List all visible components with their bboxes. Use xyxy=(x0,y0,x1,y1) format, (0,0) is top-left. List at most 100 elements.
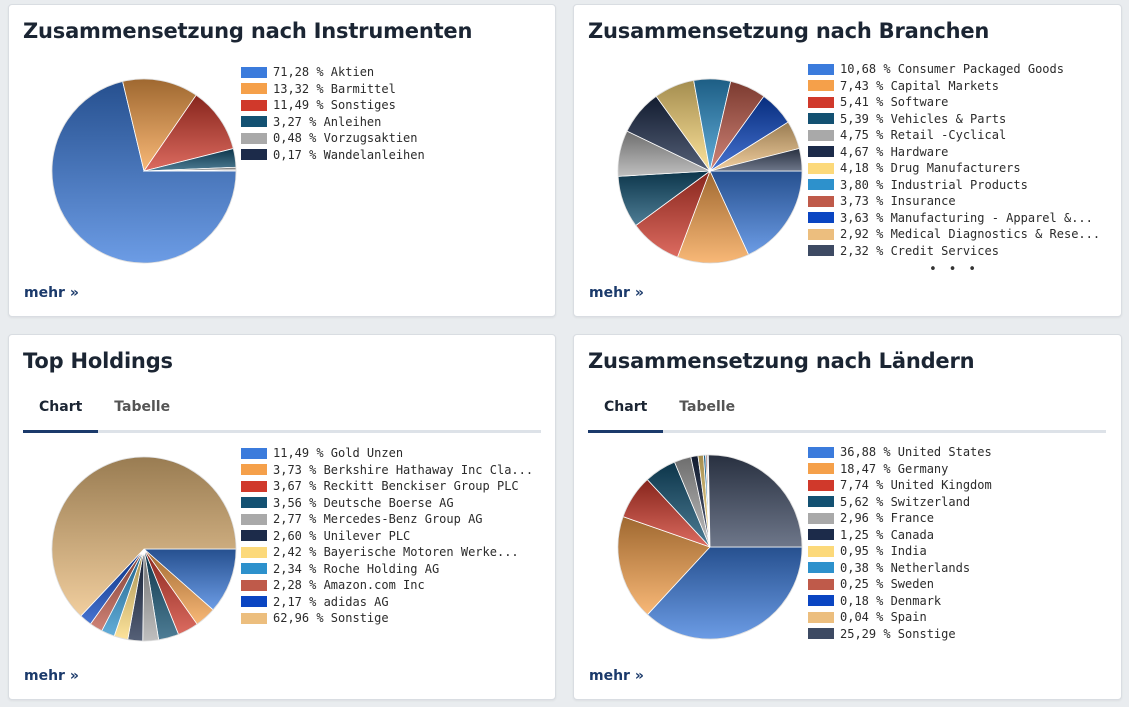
card-title-holdings: Top Holdings xyxy=(23,349,173,373)
pie-slice-sonstiges[interactable] xyxy=(143,94,234,172)
legend-item: 0,04 % Spain xyxy=(808,609,992,626)
legend-swatch xyxy=(241,132,267,144)
legend-item: 3,56 % Deutsche Boerse AG xyxy=(241,495,533,512)
legend-swatch xyxy=(241,464,267,476)
legend-item: 0,25 % Sweden xyxy=(808,576,992,593)
legend-more-ellipsis: • • • xyxy=(929,262,979,277)
pie-slice-united-states[interactable] xyxy=(646,546,803,640)
legend-item: 25,29 % Sonstige xyxy=(808,626,992,643)
legend-swatch xyxy=(808,562,834,574)
pie-slice-credit-services[interactable] xyxy=(709,147,803,172)
legend-item: 0,17 % Wandelanleihen xyxy=(241,147,425,164)
legend-label: 3,80 % Industrial Products xyxy=(840,177,1028,192)
legend-label: 11,49 % Gold Unzen xyxy=(273,446,404,461)
legend-label: 2,28 % Amazon.com Inc xyxy=(273,578,425,593)
pie-slice-gold-unzen[interactable] xyxy=(142,548,237,611)
legend-swatch xyxy=(808,496,834,508)
legend-label: 0,48 % Vorzugsaktien xyxy=(273,131,418,146)
legend-holdings: 11,49 % Gold Unzen 3,73 % Berkshire Hatha… xyxy=(241,445,533,627)
legend-swatch xyxy=(808,162,834,174)
legend-item: 18,47 % Germany xyxy=(808,461,992,478)
legend-sectors: 10,68 % Consumer Packaged Goods 7,43 % Ca… xyxy=(808,61,1100,259)
legend-swatch xyxy=(808,146,834,158)
legend-item: 2,60 % Unilever PLC xyxy=(241,528,533,545)
card-title-instruments: Zusammensetzung nach Instrumenten xyxy=(23,19,473,43)
legend-item: 7,43 % Capital Markets xyxy=(808,78,1100,95)
legend-label: 5,39 % Vehicles & Parts xyxy=(840,111,1007,126)
legend-swatch xyxy=(808,80,834,92)
legend-item: 2,96 % France xyxy=(808,510,992,527)
more-link-instruments[interactable]: mehr » xyxy=(24,285,79,301)
legend-swatch xyxy=(808,63,834,75)
legend-label: 2,32 % Credit Services xyxy=(840,243,999,258)
legend-label: 0,38 % Netherlands xyxy=(840,560,971,575)
pie-slice-sonstige[interactable] xyxy=(707,454,803,548)
more-link-holdings[interactable]: mehr » xyxy=(24,668,79,684)
legend-label: 4,18 % Drug Manufacturers xyxy=(840,161,1021,176)
tab-table-countries[interactable]: Tabelle xyxy=(679,399,736,415)
legend-swatch xyxy=(808,545,834,557)
legend-label: 0,25 % Sweden xyxy=(840,577,934,592)
legend-item: 0,38 % Netherlands xyxy=(808,560,992,577)
legend-item: 11,49 % Gold Unzen xyxy=(241,445,533,462)
legend-swatch xyxy=(808,628,834,640)
card-countries: Zusammensetzung nach Ländern Chart Tabel… xyxy=(573,334,1122,700)
legend-label: 3,67 % Reckitt Benckiser Group PLC xyxy=(273,479,519,494)
legend-swatch xyxy=(808,129,834,141)
legend-label: 0,17 % Wandelanleihen xyxy=(273,147,425,162)
legend-swatch xyxy=(808,245,834,257)
pie-slice-capital-markets[interactable] xyxy=(677,169,750,264)
legend-label: 4,67 % Hardware xyxy=(840,144,949,159)
pie-chart-countries xyxy=(617,454,803,640)
legend-swatch xyxy=(241,480,267,492)
legend-label: 71,28 % Aktien xyxy=(273,65,375,80)
legend-label: 4,75 % Retail -Cyclical xyxy=(840,128,1007,143)
legend-label: 1,25 % Canada xyxy=(840,527,934,542)
legend-label: 11,49 % Sonstiges xyxy=(273,98,396,113)
pie-slice-wandelanleihen[interactable] xyxy=(143,169,237,172)
pie-chart-holdings xyxy=(51,456,237,642)
legend-swatch xyxy=(241,546,267,558)
legend-label: 2,42 % Bayerische Motoren Werke... xyxy=(273,545,519,560)
legend-label: 62,96 % Sonstige xyxy=(273,611,389,626)
pie-slice-sonstige[interactable] xyxy=(51,456,237,617)
legend-label: 0,18 % Denmark xyxy=(840,593,942,608)
legend-item: 3,80 % Industrial Products xyxy=(808,177,1100,194)
legend-item: 3,73 % Insurance xyxy=(808,193,1100,210)
pie-slice-barmittel[interactable] xyxy=(122,78,197,172)
legend-item: 13,32 % Barmittel xyxy=(241,81,425,98)
legend-instruments: 71,28 % Aktien 13,32 % Barmittel 11,49 % S… xyxy=(241,64,425,163)
legend-label: 5,62 % Switzerland xyxy=(840,494,971,509)
pie-slice-consumer-packaged-goods[interactable] xyxy=(709,170,803,256)
pie-outline xyxy=(51,456,237,642)
legend-item: 7,74 % United Kingdom xyxy=(808,477,992,494)
legend-label: 3,73 % Berkshire Hathaway Inc Cla... xyxy=(273,462,534,477)
legend-swatch xyxy=(808,212,834,224)
legend-item: 0,18 % Denmark xyxy=(808,593,992,610)
legend-item: 3,63 % Manufacturing - Apparel &... xyxy=(808,210,1100,227)
legend-swatch xyxy=(808,195,834,207)
pie-slice-aktien[interactable] xyxy=(51,81,237,264)
legend-label: 25,29 % Sonstige xyxy=(840,626,956,641)
pie-chart-instruments xyxy=(51,78,237,264)
legend-item: 2,92 % Medical Diagnostics & Rese... xyxy=(808,226,1100,243)
legend-countries: 36,88 % United States 18,47 % Germany 7,74… xyxy=(808,444,992,642)
tab-table-holdings[interactable]: Tabelle xyxy=(114,399,171,415)
tab-bar-countries: Chart Tabelle xyxy=(588,395,1106,433)
legend-swatch xyxy=(241,579,267,591)
legend-label: 13,32 % Barmittel xyxy=(273,81,396,96)
tab-chart-holdings[interactable]: Chart xyxy=(23,395,99,433)
legend-label: 0,04 % Spain xyxy=(840,610,927,625)
legend-item: 71,28 % Aktien xyxy=(241,64,425,81)
more-link-countries[interactable]: mehr » xyxy=(589,668,644,684)
legend-label: 3,56 % Deutsche Boerse AG xyxy=(273,495,454,510)
pie-slice-germany[interactable] xyxy=(617,516,711,616)
more-link-sectors[interactable]: mehr » xyxy=(589,285,644,301)
legend-label: 7,43 % Capital Markets xyxy=(840,78,999,93)
legend-label: 7,74 % United Kingdom xyxy=(840,478,992,493)
legend-item: 36,88 % United States xyxy=(808,444,992,461)
pie-outline xyxy=(617,454,803,640)
tab-chart-countries[interactable]: Chart xyxy=(588,395,664,433)
legend-label: 2,34 % Roche Holding AG xyxy=(273,561,440,576)
legend-item: 2,34 % Roche Holding AG xyxy=(241,561,533,578)
